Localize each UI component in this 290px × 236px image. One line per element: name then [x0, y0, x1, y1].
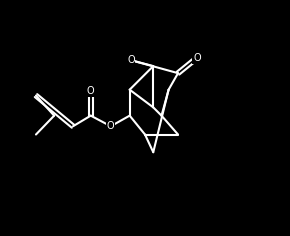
Text: O: O [87, 86, 95, 96]
Text: O: O [127, 55, 135, 65]
Text: O: O [193, 53, 201, 63]
Text: O: O [107, 121, 115, 131]
